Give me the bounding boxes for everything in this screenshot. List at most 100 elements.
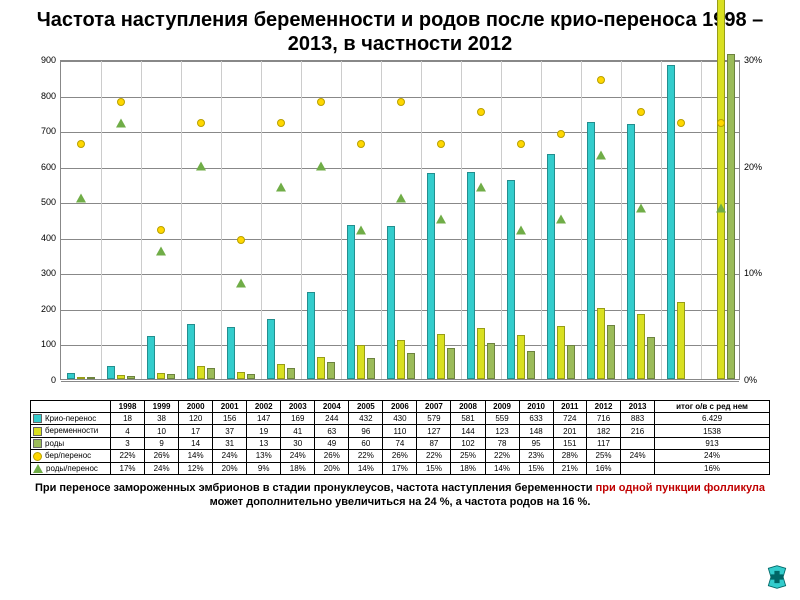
table-header-cell: 2001 (213, 401, 247, 413)
y-axis-tick: 700 (41, 126, 56, 136)
table-cell: 26% (315, 450, 349, 462)
table-cell: 182 (587, 425, 621, 437)
y-axis-tick: 0 (51, 375, 56, 385)
marker-triangle (636, 204, 646, 213)
logo-icon (764, 564, 790, 590)
table-cell: 25% (587, 450, 621, 462)
bar-роды (127, 376, 135, 379)
table-cell: 12% (179, 462, 213, 474)
bar-Крио-перенос (547, 154, 555, 379)
table-cell: 216 (621, 425, 655, 437)
marker-circle (357, 140, 365, 148)
table-header-cell: 1998 (111, 401, 145, 413)
marker-circle (437, 140, 445, 148)
table-cell: 151 (553, 437, 586, 449)
y-axis-tick: 100 (41, 339, 56, 349)
marker-triangle (596, 151, 606, 160)
table-header-cell: 2006 (383, 401, 417, 413)
table-header-cell: 2012 (587, 401, 621, 413)
table-cell: 87 (417, 437, 451, 449)
table-row: бер/перенос22%26%14%24%13%24%26%22%26%22… (31, 450, 770, 462)
table-cell: 13 (247, 437, 281, 449)
bar-беременности (677, 302, 685, 379)
table-cell: 13% (247, 450, 281, 462)
table-cell: 123 (485, 425, 519, 437)
table-header-cell: 2002 (247, 401, 281, 413)
table-cell: 16% (587, 462, 621, 474)
table-cell: 15% (417, 462, 451, 474)
bar-роды (247, 374, 255, 379)
y2-axis-tick: 30% (744, 55, 762, 65)
bar-беременности (317, 357, 325, 379)
table-header-cell: 2007 (417, 401, 451, 413)
table-cell: 17% (111, 462, 145, 474)
table-cell: 102 (451, 437, 485, 449)
marker-triangle (156, 247, 166, 256)
table-header-row: 1998199920002001200220032004200520062007… (31, 401, 770, 413)
marker-triangle (316, 161, 326, 170)
table-header-cell: 2000 (179, 401, 213, 413)
bar-роды (327, 362, 335, 379)
table-header-cell: 2005 (349, 401, 383, 413)
table-cell: 9% (247, 462, 281, 474)
table-cell: 3 (111, 437, 145, 449)
table-cell: 23% (519, 450, 553, 462)
table-cell: 148 (519, 425, 553, 437)
table-cell: 60 (349, 437, 383, 449)
bar-роды (567, 345, 575, 379)
table-cell: 22% (349, 450, 383, 462)
marker-circle (77, 140, 85, 148)
table-cell: 120 (179, 413, 213, 425)
bar-роды (447, 348, 455, 379)
bar-роды (727, 54, 735, 379)
y-axis-tick: 300 (41, 268, 56, 278)
marker-circle (277, 119, 285, 127)
marker-circle (317, 98, 325, 106)
table-cell: 24% (655, 450, 770, 462)
y-axis-tick: 500 (41, 197, 56, 207)
y-axis-tick: 200 (41, 304, 56, 314)
table-header-cell: 2010 (519, 401, 553, 413)
bar-беременности (517, 335, 525, 379)
table-cell: 16% (655, 462, 770, 474)
bar-Крио-перенос (507, 180, 515, 379)
table-cell: 37 (213, 425, 247, 437)
bar-Крио-перенос (267, 319, 275, 379)
slide-container: Частота наступления беременности и родов… (0, 0, 800, 600)
marker-circle (517, 140, 525, 148)
table-cell: 24% (213, 450, 247, 462)
legend-label: Крио-перенос (31, 413, 111, 425)
table-header-cell: 2011 (553, 401, 586, 413)
bar-роды (207, 368, 215, 379)
table-cell: 633 (519, 413, 553, 425)
bar-Крио-перенос (227, 327, 235, 379)
table-cell: 144 (451, 425, 485, 437)
marker-triangle (76, 193, 86, 202)
slide-title: Частота наступления беременности и родов… (30, 8, 770, 56)
table-header-cell: 2004 (315, 401, 349, 413)
bar-беременности (717, 0, 725, 379)
table-cell: 244 (315, 413, 349, 425)
y-axis-tick: 900 (41, 55, 56, 65)
table-cell: 17% (383, 462, 417, 474)
bar-беременности (397, 340, 405, 379)
bar-Крио-перенос (467, 172, 475, 379)
marker-circle (397, 98, 405, 106)
table-cell: 432 (349, 413, 383, 425)
bar-Крио-перенос (587, 122, 595, 379)
bar-роды (487, 343, 495, 379)
marker-triangle (516, 225, 526, 234)
bar-роды (167, 374, 175, 379)
y-axis-tick: 400 (41, 233, 56, 243)
table-header-cell: итог о/в с ред нем (655, 401, 770, 413)
table-cell: 18 (111, 413, 145, 425)
marker-triangle (356, 225, 366, 234)
table-cell: 24% (145, 462, 179, 474)
bar-Крио-перенос (667, 65, 675, 379)
bar-Крио-перенос (187, 324, 195, 379)
bar-роды (647, 337, 655, 379)
marker-triangle (716, 204, 726, 213)
marker-circle (477, 108, 485, 116)
table-cell: 127 (417, 425, 451, 437)
table-header-cell: 2008 (451, 401, 485, 413)
